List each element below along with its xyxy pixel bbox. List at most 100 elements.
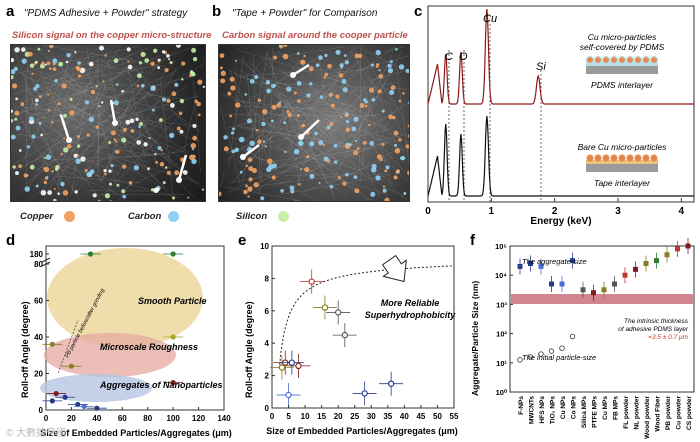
eds-signal-dot [45,154,52,160]
white-arrow-head [298,134,304,140]
panel-f-frame [509,245,695,393]
eds-signal-dot [286,86,292,92]
eds-signal-dot [43,167,46,170]
eds-signal-dot [12,83,18,89]
texture-fibre [271,139,391,188]
texture-fibre [294,110,396,169]
eds-signal-dot [402,92,405,95]
texture-fibre [297,92,371,184]
eds-signal-dot [393,130,399,136]
top-schematic [585,55,659,74]
eds-signal-dot [130,129,135,133]
category-label: F-NPs [518,396,525,415]
eds-signal-dot [342,87,348,93]
texture-fibre [258,79,408,201]
eds-signal-dot [387,63,392,69]
eds-signal-dot [249,78,255,84]
eds-signal-dot [382,188,387,193]
eds-signal-dot [300,59,306,65]
eds-signal-dot [144,58,150,63]
texture-fibre [361,70,407,84]
eds-signal-dot [280,189,284,193]
texture-fibre [241,53,268,186]
eds-signal-dot [405,144,409,149]
eds-signal-dot [187,196,190,199]
texture-fibre [70,107,129,189]
note-initial: The initial particle-size [522,353,596,362]
eds-signal-dot [387,67,394,74]
eds-signal-dot [57,192,60,195]
texture-fibre [114,128,174,163]
category-label: Cu NPs [560,396,567,420]
texture-fibre [96,114,100,178]
eds-signal-dot [60,181,65,187]
top-schematic-label-3: PDMS interlayer [591,80,654,90]
initial-point [517,357,523,363]
panel-e-xtick-label: 55 [450,412,459,421]
aggregate-point [601,287,607,293]
texture-fibre [279,134,363,182]
eds-signal-dot [229,114,233,118]
eds-signal-dot [58,61,64,67]
texture-fibre [240,67,365,127]
eds-signal-dot [158,118,163,122]
spectrum-top [427,8,694,105]
panel-e-ylabel: Roll-off Angle (degree) [244,301,254,398]
data-point [308,278,315,285]
texture-fibre [323,171,349,190]
panel-e-label: e [238,232,247,249]
white-arrow-head [112,120,118,126]
eds-signal-dot [343,54,347,57]
eds-signal-dot [52,58,58,64]
eds-signal-dot [116,183,120,187]
texture-fibre [244,173,361,188]
eds-signal-dot [261,108,268,115]
panel-c-label: c [414,3,423,20]
peak-si-label: Si [536,61,546,73]
eds-signal-dot [104,172,107,176]
eds-signal-dot [196,101,201,107]
eds-signal-dot [192,135,198,141]
eds-signal-dot [393,175,398,180]
eds-signal-dot [338,73,344,78]
legend-silicon-label: Silicon [236,211,268,222]
eds-signal-dot [40,133,43,137]
eds-signal-dot [74,190,78,194]
texture-fibre [30,96,34,111]
texture-fibre [226,186,303,201]
eds-signal-dot [261,121,266,127]
initial-point [569,333,576,340]
eds-signal-dot [157,60,160,63]
eds-signal-dot [398,99,402,103]
eds-signal-dot [304,167,310,173]
eds-signal-dot [31,72,34,75]
note-aggregate: The aggregate-size [522,257,587,266]
panel-e-ticks: 0 5 10 15 20 25 30 35 40 45 50 55 0 2 4 6 8 10 [260,242,459,421]
texture-fibre [224,135,361,171]
eds-signal-dot [287,112,292,118]
eds-signal-dot [11,109,14,113]
eds-signal-dot [129,118,135,124]
texture-fibre [135,59,176,108]
texture-fibre [334,135,404,149]
texture-fibre [16,92,48,140]
texture-fibre [254,120,360,152]
eds-signal-dot [264,145,267,148]
panel-c-xlabel: Energy (keV) [530,216,591,226]
eds-signal-dot [362,140,367,145]
texture-fibre [263,111,338,132]
eds-signal-dot [247,195,250,198]
region-micro [44,333,176,377]
texture-fibre [318,55,326,99]
texture-fibre [64,70,75,101]
texture-fibre [313,108,315,147]
texture-fibre [228,158,298,193]
texture-fibre [63,101,152,147]
eds-signal-dot [139,122,143,126]
eds-signal-dot [371,97,376,102]
texture-fibre [157,146,193,182]
texture-fibre [97,56,202,133]
eds-signal-dot [344,60,349,65]
data-point [321,304,329,311]
eds-signal-dot [260,196,265,201]
